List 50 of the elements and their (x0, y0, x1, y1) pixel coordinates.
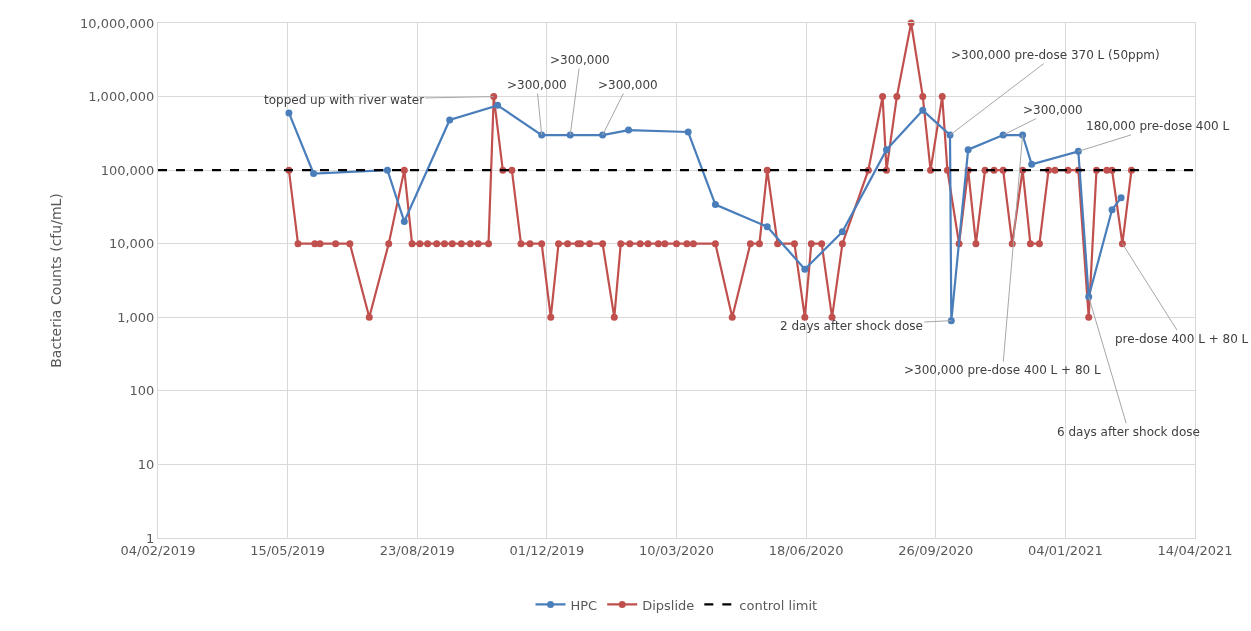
point (538, 131, 546, 139)
point (947, 317, 955, 325)
annotation: >300,000 (550, 53, 610, 67)
x-tick-label: 15/05/2019 (250, 542, 326, 558)
point (446, 116, 454, 124)
point (801, 265, 809, 273)
annotation: >300,000 (507, 78, 567, 92)
y-tick-label: 10,000 (108, 236, 155, 252)
annotation: 6 days after shock dose (1057, 425, 1200, 439)
y-tick-label: 1,000,000 (88, 89, 155, 105)
point (1108, 206, 1116, 214)
point (285, 109, 293, 117)
annotation: 180,000 pre-dose 400 L (1086, 119, 1230, 133)
point (1028, 160, 1036, 168)
y-axis-title: Bacteria Counts (cfu/mL) (47, 193, 64, 368)
x-tick-label: 01/12/2019 (509, 542, 585, 558)
x-tick-label: 04/01/2021 (1027, 542, 1103, 558)
point (310, 170, 318, 178)
y-tick-label: 10,000,000 (79, 15, 155, 31)
point (1117, 194, 1125, 202)
annotation: >300,000 pre-dose 400 L + 80 L (904, 363, 1102, 377)
legend-label: control limit (739, 597, 818, 613)
annotation: 2 days after shock dose (780, 319, 923, 333)
x-tick-label: 14/04/2021 (1157, 542, 1233, 558)
x-tick-label: 26/09/2020 (898, 542, 974, 558)
legend-label: Dipslide (642, 597, 695, 613)
x-tick-label: 23/08/2019 (379, 542, 455, 558)
point (838, 228, 846, 236)
y-tick-label: 1,000 (117, 309, 155, 325)
x-tick-label: 18/06/2020 (768, 542, 844, 558)
x-tick-label: 10/03/2020 (639, 542, 714, 558)
point (400, 218, 408, 226)
point (882, 146, 890, 154)
point (625, 126, 633, 134)
annotation: >300,000 (1023, 103, 1083, 117)
point (919, 106, 927, 114)
y-tick-label: 100,000 (100, 162, 155, 178)
point (711, 201, 719, 209)
annotation: pre-dose 400 L + 80 L (1115, 332, 1249, 346)
point (763, 223, 771, 231)
y-tick-label: 10 (137, 456, 155, 472)
annotation: >300,000 pre-dose 370 L (50ppm) (951, 48, 1160, 62)
annotation: >300,000 (598, 78, 658, 92)
annotation: topped up with river water (264, 93, 425, 107)
y-tick-label: 100 (129, 383, 155, 399)
point (684, 128, 692, 136)
point (383, 166, 391, 174)
point (494, 101, 502, 109)
legend-label: HPC (570, 597, 598, 613)
point (964, 146, 972, 154)
